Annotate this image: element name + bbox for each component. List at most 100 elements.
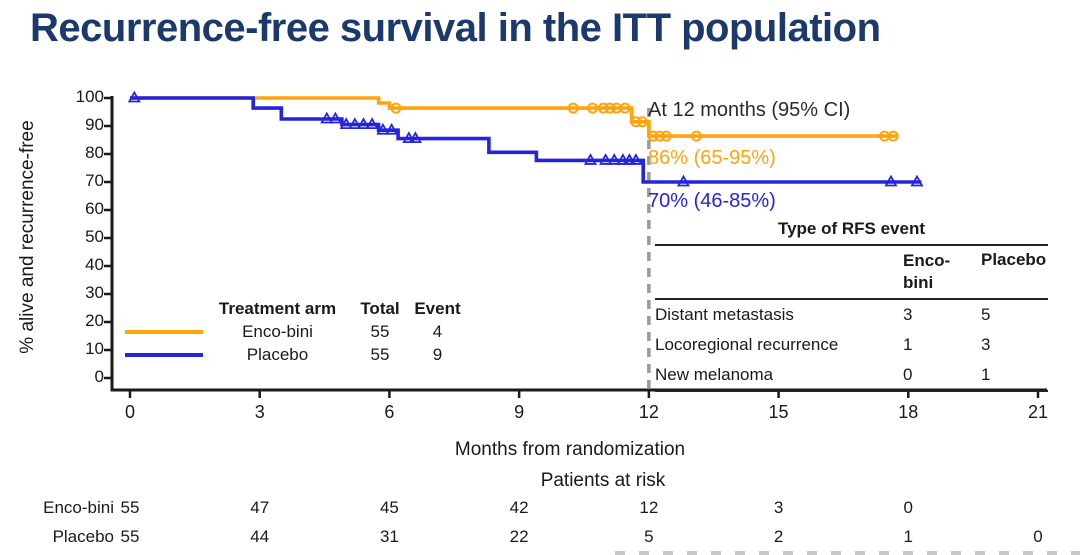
censor-mark-circle [390,102,402,114]
rfs-row-new-melanoma: New melanoma 0 1 [655,360,1048,392]
annotation-12-months-header: At 12 months (95% CI) [648,99,851,121]
risk-value: 47 [250,498,270,517]
y-tick-label: 50 [85,227,104,246]
risk-row-label-encobini: Enco-bini [43,498,114,517]
censor-mark-circle [630,116,642,128]
risk-value: 12 [639,498,659,517]
censor-mark-circle [660,130,672,142]
censor-mark-circle [636,116,648,128]
rfs-event-table: Type of RFS event Enco-bini Placebo Dist… [655,219,1048,392]
x-tick-label: 6 [384,402,395,422]
censor-mark-triangle [339,117,353,129]
rfs-row-distant-metastasis: Distant metastasis 3 5 [655,299,1048,330]
risk-value: 42 [509,498,529,517]
page-title: Recurrence-free survival in the ITT popu… [30,6,881,50]
censor-mark-circle [619,102,631,114]
rfs-value-placebo: 5 [981,305,991,324]
legend-total-encobini: 55 [370,321,390,341]
risk-value: 45 [379,498,399,517]
censor-mark-triangle [616,153,630,165]
y-tick-label: 20 [85,311,104,330]
censor-mark-triangle [356,117,371,129]
legend-header-event: Event [414,298,461,318]
rfs-table-title: Type of RFS event [655,219,1048,246]
censor-mark-circle [887,130,899,142]
x-tick-label: 18 [898,402,919,422]
legend-event-placebo: 9 [432,344,443,364]
y-tick-label: 30 [85,283,104,302]
rfs-header-empty [655,246,903,300]
censor-mark-triangle [127,90,141,103]
censor-mark-triangle [365,117,379,129]
legend-row-placebo [125,352,205,357]
annotation-placebo-value: 70% (46-85%) [648,190,776,212]
legend-swatch-encobini [125,329,203,334]
y-tick-label: 70 [85,171,104,190]
x-tick-label: 21 [1027,402,1048,422]
rfs-value-encobini: 0 [903,360,981,392]
y-tick-label: 100 [75,87,104,106]
legend-swatch-placebo [125,352,203,357]
legend-row-encobini [125,329,205,334]
risk-value: 55 [120,498,140,517]
y-tick-label: 40 [85,255,104,274]
y-tick-label: 60 [85,199,104,218]
risk-value: 3 [773,498,784,517]
rfs-row-label: New melanoma [655,360,903,392]
rfs-value-placebo: 3 [981,335,991,354]
encobini-curve [130,96,898,138]
censor-mark-circle [604,102,616,114]
cropped-text-remnant [615,551,1080,555]
rfs-row-label: Distant metastasis [655,305,794,324]
treatment-arm-legend: Treatment arm Total Event Enco-bini 55 4… [125,297,465,366]
risk-value: 31 [379,527,399,546]
rfs-row-label: Locoregional recurrence [655,335,839,354]
censor-mark-triangle [599,153,613,165]
legend-name-encobini: Enco-bini [242,321,313,341]
censor-mark-triangle [676,174,690,187]
annotation-encobini-value: 86% (65-95%) [648,147,776,169]
censor-mark-circle [587,102,599,114]
legend-event-encobini: 4 [432,321,443,341]
legend-header-treatment-arm: Treatment arm [218,298,337,318]
risk-value: 5 [644,527,654,546]
censor-mark-triangle [607,153,621,165]
rfs-value-encobini: 1 [903,335,913,354]
risk-value: 22 [509,527,529,546]
censor-mark-circle [690,130,702,142]
risk-value: 2 [773,527,784,546]
censor-mark-triangle [629,153,643,165]
rfs-value-encobini: 3 [903,305,913,324]
y-tick-label: 10 [85,339,104,358]
y-tick-label: 0 [94,367,104,386]
legend-name-placebo: Placebo [246,344,309,364]
risk-value: 1 [903,527,914,546]
rfs-header-placebo: Placebo [981,246,1048,300]
risk-value: 0 [1033,527,1043,546]
y-tick-label: 90 [85,115,104,134]
censor-mark-triangle [884,174,898,187]
censor-mark-triangle [402,131,416,143]
censor-mark-circle [597,102,609,114]
rfs-row-locoregional-recurrence: Locoregional recurrence 1 3 [655,330,1048,360]
x-tick-label: 0 [124,402,135,422]
x-tick-label: 15 [768,402,789,422]
censor-mark-circle [567,102,579,114]
censor-mark-triangle [408,131,422,143]
censor-mark-triangle [376,122,390,135]
patients-at-risk-title: Patients at risk [540,470,666,491]
x-axis-label: Months from randomization [454,439,686,460]
censor-mark-triangle [328,111,342,124]
censor-mark-triangle [348,117,362,129]
x-tick-label: 3 [254,402,265,422]
y-axis-label: % alive and recurrence-free [17,120,38,354]
legend-total-placebo: 55 [370,344,390,364]
y-tick-label: 80 [85,143,104,162]
risk-row-label-placebo: Placebo [52,527,114,546]
risk-value: 44 [250,527,270,546]
risk-value: 0 [903,498,914,517]
censor-mark-triangle [320,111,334,124]
censor-mark-triangle [385,122,399,135]
